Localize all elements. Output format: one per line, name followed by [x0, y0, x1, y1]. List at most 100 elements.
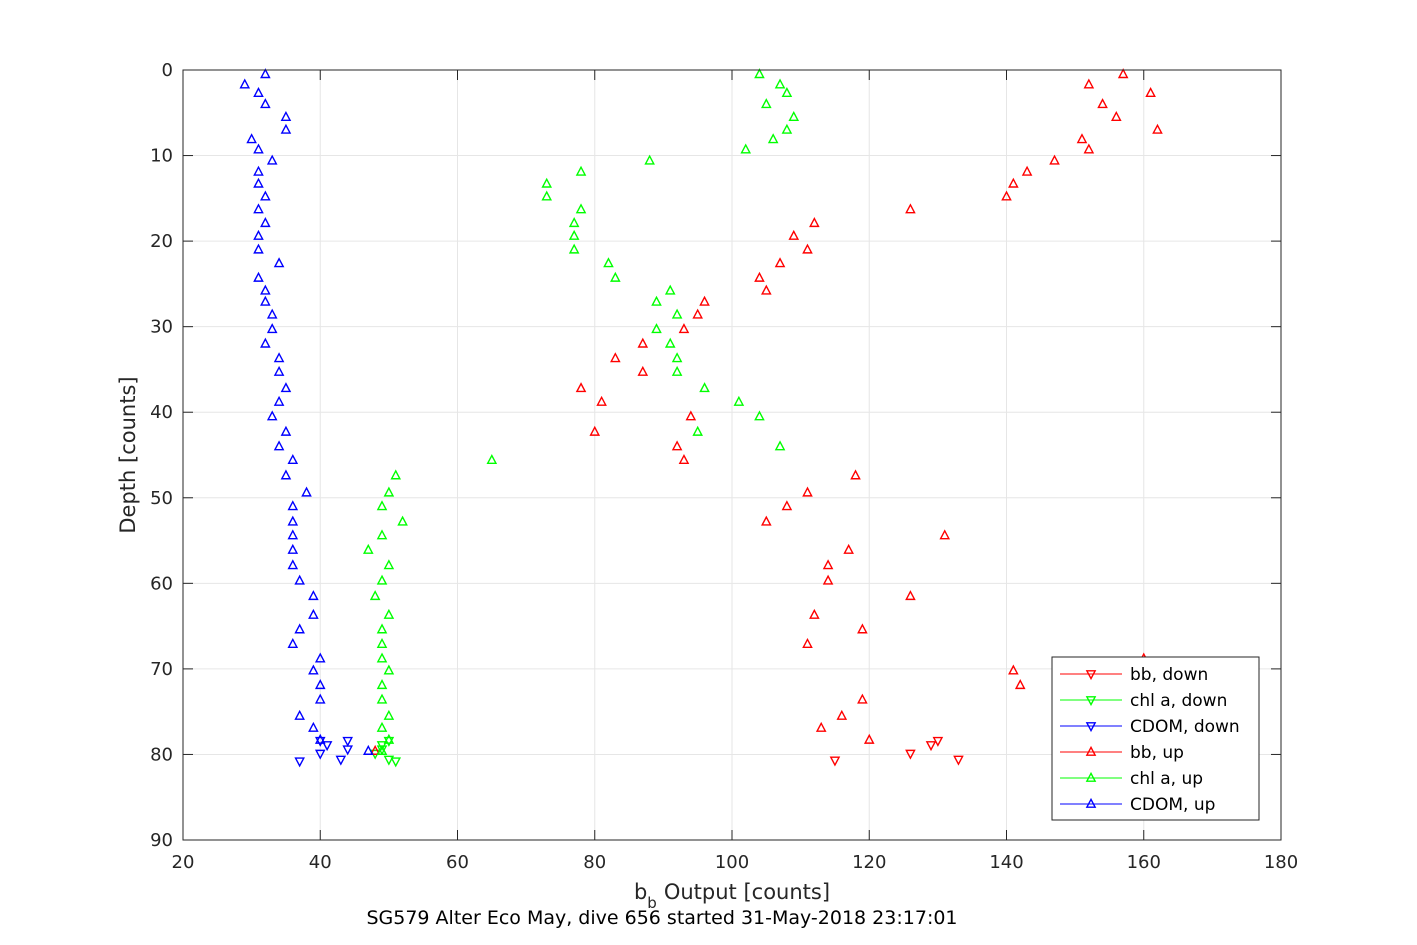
- data-point: [314, 749, 326, 760]
- y-tick-label: 50: [150, 488, 173, 509]
- data-point: [287, 637, 299, 648]
- data-point: [266, 410, 278, 421]
- data-point: [685, 410, 697, 421]
- data-point: [596, 395, 607, 406]
- data-point: [390, 469, 402, 480]
- series-bb-down: [829, 736, 964, 767]
- data-point: [541, 190, 553, 201]
- data-point: [802, 243, 813, 254]
- y-tick-label: 30: [150, 317, 173, 338]
- x-axis-label-text: Output [counts]: [664, 880, 830, 904]
- data-point: [266, 308, 278, 319]
- data-point: [568, 217, 580, 228]
- data-point: [1145, 87, 1156, 98]
- data-point: [362, 543, 374, 554]
- x-tick-label: 60: [446, 852, 469, 873]
- y-tick-label: 60: [150, 573, 173, 594]
- data-point: [1008, 664, 1019, 675]
- data-point: [253, 243, 264, 254]
- x-tick-label: 20: [172, 852, 195, 873]
- data-point: [266, 154, 278, 165]
- data-point: [651, 323, 662, 334]
- legend-marker: [1085, 745, 1097, 756]
- data-point: [589, 425, 601, 436]
- x-tick-label: 120: [852, 852, 886, 873]
- data-point: [850, 469, 861, 480]
- chart-caption: SG579 Alter Eco May, dive 656 started 31…: [366, 907, 957, 929]
- data-point: [1083, 143, 1095, 154]
- data-point: [857, 693, 868, 704]
- data-point: [644, 154, 655, 165]
- data-point: [671, 352, 683, 363]
- axis-ticks: [182, 69, 1282, 841]
- data-point: [308, 608, 319, 619]
- data-point: [273, 365, 285, 376]
- data-point: [314, 652, 326, 663]
- legend-entry: bb, down: [1060, 665, 1208, 685]
- data-point: [774, 257, 786, 268]
- data-point: [308, 721, 319, 732]
- data-point: [383, 736, 395, 747]
- data-point: [692, 308, 703, 319]
- data-point: [376, 679, 388, 690]
- data-point: [287, 500, 299, 511]
- data-point: [383, 733, 395, 744]
- data-point: [843, 543, 854, 554]
- data-point: [788, 229, 800, 240]
- data-point: [1014, 679, 1026, 690]
- data-point: [376, 574, 388, 585]
- data-point: [781, 500, 793, 511]
- data-point: [376, 744, 388, 755]
- x-tick-label: 80: [583, 852, 606, 873]
- data-point: [575, 382, 587, 393]
- data-point: [301, 486, 312, 497]
- data-point: [575, 203, 587, 214]
- data-point: [1110, 110, 1122, 121]
- data-point: [287, 559, 299, 570]
- data-point: [953, 755, 964, 766]
- y-tick-label: 20: [150, 231, 173, 252]
- data-point: [815, 721, 827, 732]
- data-point: [603, 257, 614, 268]
- data-point: [362, 744, 374, 755]
- data-point: [939, 529, 951, 540]
- legend-label: CDOM, down: [1130, 717, 1240, 737]
- data-point: [383, 608, 395, 619]
- data-point: [376, 623, 388, 634]
- legend-marker: [1085, 797, 1097, 808]
- data-point: [294, 709, 305, 720]
- data-point: [253, 203, 264, 214]
- data-point: [280, 123, 292, 134]
- data-point: [568, 229, 580, 240]
- data-point: [486, 454, 498, 465]
- data-point: [376, 693, 388, 704]
- data-point: [733, 395, 745, 406]
- data-point: [260, 217, 271, 228]
- data-point: [905, 749, 916, 760]
- data-point: [260, 98, 271, 109]
- data-point: [1083, 78, 1095, 89]
- legend: bb, down chl a, down CDOM, down bb, up chl a…: [1051, 656, 1260, 821]
- legend-entry: CDOM, down: [1060, 717, 1240, 737]
- tick-labels: 20 40 60 80 100 120 140 160 180 0 10 20 30 40 50 60 70 80…: [150, 60, 1298, 873]
- data-point: [788, 110, 800, 121]
- data-point: [774, 78, 786, 89]
- data-point: [637, 365, 649, 376]
- data-point: [376, 637, 388, 648]
- data-point: [383, 486, 395, 497]
- legend-box: [1051, 656, 1260, 821]
- x-tick-label: 140: [989, 852, 1023, 873]
- data-point: [287, 515, 299, 526]
- data-point: [781, 87, 793, 98]
- data-point: [260, 337, 271, 348]
- data-point: [610, 271, 621, 282]
- legend-marker: [1085, 670, 1097, 681]
- data-point: [905, 590, 916, 601]
- legend-label: CDOM, up: [1130, 795, 1215, 815]
- data-point: [383, 664, 395, 675]
- data-point: [397, 515, 408, 526]
- y-tick-label: 90: [150, 830, 173, 851]
- data-point: [376, 652, 388, 663]
- data-point: [1021, 165, 1033, 176]
